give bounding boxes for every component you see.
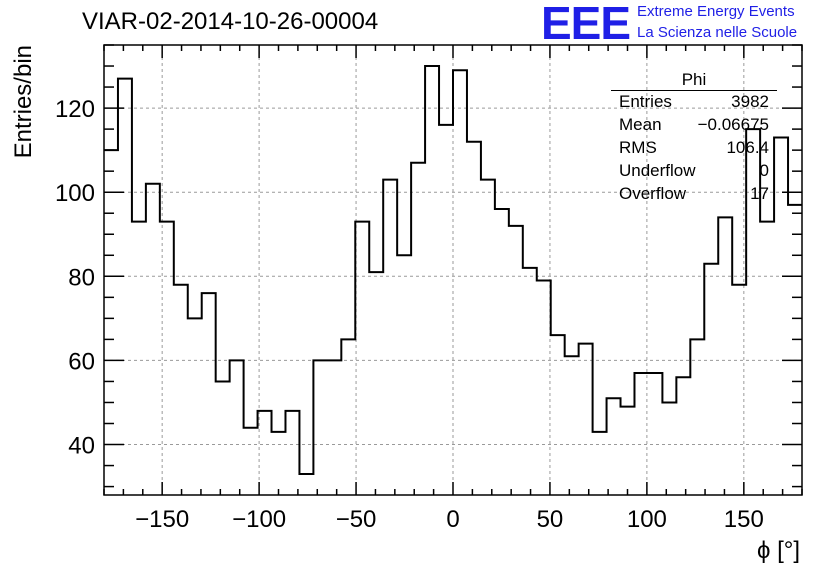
histogram-bin bbox=[230, 360, 244, 495]
histogram-bin bbox=[202, 293, 216, 495]
histogram-bin bbox=[146, 184, 160, 495]
run-title: VIAR-02-2014-10-26-00004 bbox=[82, 8, 379, 35]
y-tick-label: 100 bbox=[55, 180, 95, 207]
histogram-bin bbox=[607, 398, 621, 495]
y-axis-label: Entries/bin bbox=[10, 45, 37, 158]
histogram-bin bbox=[272, 432, 286, 495]
stats-box: Phi Entries 3982 Mean −0.06675 RMS 106.4… bbox=[611, 70, 777, 206]
stats-value: −0.06675 bbox=[697, 115, 769, 134]
stats-label: Overflow bbox=[619, 184, 687, 203]
y-tick-label: 60 bbox=[68, 348, 95, 375]
histogram-bin bbox=[621, 407, 635, 495]
histogram-bin bbox=[551, 335, 565, 495]
histogram-bin bbox=[467, 142, 481, 495]
histogram-bin bbox=[495, 209, 509, 495]
stats-row-entries: Entries 3982 bbox=[611, 91, 777, 114]
histogram-bin bbox=[383, 180, 397, 495]
stats-value: 17 bbox=[750, 184, 769, 203]
stats-row-overflow: Overflow 17 bbox=[611, 183, 777, 206]
histogram-bin bbox=[132, 222, 146, 495]
histogram-bin bbox=[690, 339, 704, 495]
histogram-bin bbox=[676, 377, 690, 495]
stats-value: 3982 bbox=[731, 92, 769, 111]
histogram-bin bbox=[327, 360, 341, 495]
x-tick-label: −150 bbox=[135, 506, 189, 533]
histogram-bin bbox=[299, 474, 313, 495]
histogram-bin bbox=[118, 79, 132, 495]
histogram-bin bbox=[397, 255, 411, 495]
stats-row-rms: RMS 106.4 bbox=[611, 137, 777, 160]
histogram-bin bbox=[509, 226, 523, 495]
tick-labels: −150 −100 −50 0 50 100 150 40 60 80 100 120 bbox=[55, 96, 764, 533]
y-tick-label: 80 bbox=[68, 264, 95, 291]
histogram-bin bbox=[411, 163, 425, 495]
histogram-bin bbox=[732, 285, 746, 495]
axis-ticks bbox=[103, 44, 803, 495]
x-tick-label: −100 bbox=[232, 506, 286, 533]
histogram-bin bbox=[537, 281, 551, 495]
histogram-bin bbox=[634, 373, 648, 495]
histogram-bin bbox=[188, 318, 202, 495]
histogram-bin bbox=[355, 222, 369, 495]
histogram-bin bbox=[579, 344, 593, 495]
stats-title: Phi bbox=[611, 70, 777, 91]
stats-label: Mean bbox=[619, 115, 662, 134]
stats-label: Underflow bbox=[619, 161, 696, 180]
histogram-bin bbox=[313, 360, 327, 495]
x-tick-label: 100 bbox=[627, 506, 667, 533]
histogram-bin bbox=[481, 180, 495, 495]
histogram-bin bbox=[523, 268, 537, 495]
histogram-bin bbox=[662, 402, 676, 495]
stats-label: Entries bbox=[619, 92, 672, 111]
histogram-bin bbox=[788, 205, 802, 495]
logo-tagline-2: La Scienza nelle Scuole bbox=[637, 24, 798, 41]
logo-tagline-1: Extreme Energy Events bbox=[637, 3, 795, 20]
histogram-bin bbox=[425, 66, 439, 495]
histogram-bin bbox=[174, 285, 188, 495]
y-tick-label: 40 bbox=[68, 433, 95, 460]
histogram-bin bbox=[285, 411, 299, 495]
histogram-bin bbox=[593, 432, 607, 495]
histogram-bin bbox=[704, 264, 718, 495]
stats-row-underflow: Underflow 0 bbox=[611, 160, 777, 183]
histogram-bin bbox=[216, 381, 230, 495]
histogram-bin bbox=[453, 70, 467, 495]
histogram-bin bbox=[341, 339, 355, 495]
histogram-bin bbox=[160, 222, 174, 495]
histogram-bin bbox=[565, 356, 579, 495]
x-tick-label: 150 bbox=[724, 506, 764, 533]
histogram-bin bbox=[648, 373, 662, 495]
histogram-bin bbox=[104, 150, 118, 495]
eee-logo: EEE bbox=[541, 0, 631, 49]
histogram-bin bbox=[760, 222, 774, 495]
stats-row-mean: Mean −0.06675 bbox=[611, 114, 777, 137]
histogram-step-line bbox=[104, 65, 802, 475]
x-axis-label: ϕ [°] bbox=[757, 537, 800, 564]
histogram-bin bbox=[439, 125, 453, 495]
y-tick-label: 120 bbox=[55, 96, 95, 123]
histogram-bin bbox=[718, 217, 732, 495]
x-tick-label: 50 bbox=[537, 506, 564, 533]
stats-label: RMS bbox=[619, 138, 657, 157]
histogram-bin bbox=[244, 428, 258, 495]
stats-value: 106.4 bbox=[726, 138, 769, 157]
x-tick-label: −50 bbox=[336, 506, 377, 533]
x-tick-label: 0 bbox=[446, 506, 459, 533]
histogram-bin bbox=[369, 272, 383, 495]
stats-value: 0 bbox=[759, 161, 769, 180]
